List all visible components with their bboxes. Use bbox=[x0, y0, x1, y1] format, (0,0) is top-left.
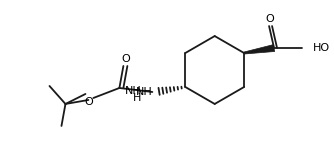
Text: NH: NH bbox=[136, 87, 152, 97]
Text: NH: NH bbox=[125, 86, 141, 96]
Text: O: O bbox=[121, 54, 130, 64]
Text: O: O bbox=[84, 97, 93, 107]
Polygon shape bbox=[244, 45, 275, 54]
Text: HO: HO bbox=[313, 43, 330, 53]
Text: O: O bbox=[266, 14, 275, 24]
Text: H: H bbox=[133, 93, 141, 103]
